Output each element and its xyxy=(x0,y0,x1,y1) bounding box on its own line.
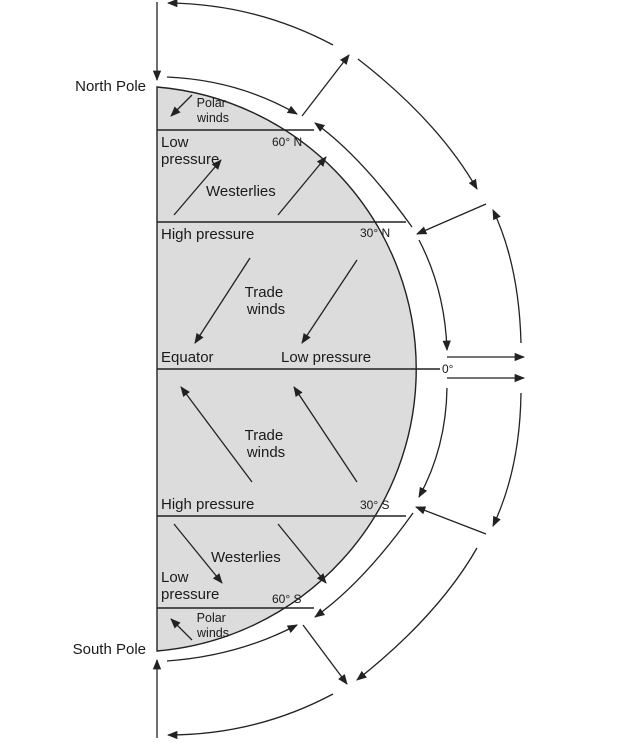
westerly-arrow-n-right xyxy=(277,156,327,216)
westerly-arrow-s-right xyxy=(277,523,327,584)
ferrel-cell-n-sink-arrow xyxy=(416,203,487,235)
ferrel-cell-n-surface-arrow xyxy=(314,122,413,228)
westerly-arrow-s-left xyxy=(173,523,223,584)
north-pole-label: North Pole xyxy=(75,78,146,95)
ferrel-cell-s-sink-arrow xyxy=(415,506,487,535)
trade-arrow-s-left xyxy=(180,386,253,483)
high-pressure-s-label: High pressure xyxy=(161,496,254,513)
trade-winds-n-label: Trade winds xyxy=(245,284,288,318)
ferrel-cell-s-surface-arrow xyxy=(314,512,414,618)
polar-cell-s-top-arrow xyxy=(166,693,334,740)
hadley-cell-s-surface-arrow xyxy=(418,387,448,498)
trade-arrow-n-left xyxy=(194,257,251,344)
trade-winds-s-label: Trade winds xyxy=(245,427,288,461)
hadley-cell-n-top-arrow xyxy=(492,209,522,344)
low-pressure-s-label: Low pressure xyxy=(161,569,219,603)
hadley-cell-n-surface-arrow xyxy=(418,239,451,352)
trade-arrow-s-right xyxy=(293,386,358,483)
polar-cell-n-top-arrow xyxy=(166,0,334,46)
polar-cell-n-surface-arrow xyxy=(166,76,298,115)
polar-cell-s-surface-arrow xyxy=(166,624,298,662)
low-pressure-n-label: Low pressure xyxy=(161,134,219,168)
lat-60n-label: 60° N xyxy=(272,135,302,149)
westerlies-s-label: Westerlies xyxy=(211,549,281,566)
polar-winds-n-label: Polar winds xyxy=(196,96,229,125)
hadley-cell-s-top-arrow xyxy=(492,392,522,527)
polar-cell-s-rise-arrow xyxy=(302,624,348,685)
ferrel-cell-s-top-arrow xyxy=(356,547,478,681)
polar-cell-n-rise-arrow xyxy=(301,54,350,117)
lat-60s-label: 60° S xyxy=(272,592,301,606)
polar-wind-arrow-n xyxy=(170,94,193,117)
lat-0-label: 0° xyxy=(442,362,454,376)
equator-label: Equator xyxy=(161,349,214,366)
trade-arrow-n-right xyxy=(301,259,358,344)
low-pressure-eq-label: Low pressure xyxy=(281,349,371,366)
polar-winds-s-label: Polar winds xyxy=(196,611,229,640)
high-pressure-n-label: High pressure xyxy=(161,226,254,243)
ferrel-cell-n-top-arrow xyxy=(357,58,478,190)
lat-30n-label: 30° N xyxy=(360,226,390,240)
south-pole-label: South Pole xyxy=(73,641,146,658)
westerly-arrow-n-left xyxy=(173,159,222,216)
westerlies-n-label: Westerlies xyxy=(206,183,276,200)
lat-30s-label: 30° S xyxy=(360,498,389,512)
polar-wind-arrow-s xyxy=(170,618,193,641)
